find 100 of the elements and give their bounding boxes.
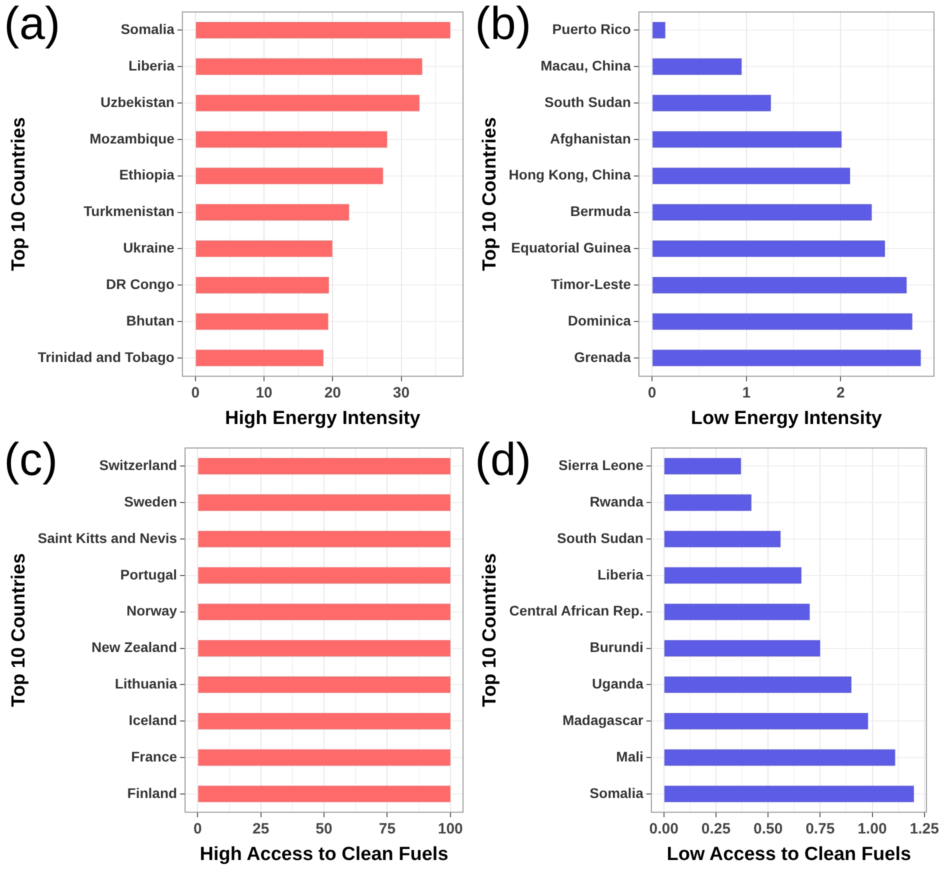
y-tick-label: Sweden xyxy=(124,493,178,510)
bar xyxy=(652,240,885,257)
bar xyxy=(196,58,422,75)
y-tick-label: New Zealand xyxy=(91,639,178,656)
bar xyxy=(652,313,912,330)
y-tick-label: Afghanistan xyxy=(550,130,631,146)
y-tick-label: Bhutan xyxy=(126,312,174,328)
y-tick-label: Madagascar xyxy=(562,712,644,728)
bar xyxy=(664,786,914,802)
bar xyxy=(664,604,810,620)
x-axis-title: Low Access to Clean Fuels xyxy=(666,844,912,865)
y-tick-label: Portugal xyxy=(120,566,178,582)
bar xyxy=(652,168,850,184)
bar xyxy=(664,530,781,548)
y-tick-label: Timor-Leste xyxy=(551,276,632,292)
bar xyxy=(664,676,852,693)
y-tick-label: Liberia xyxy=(597,566,644,582)
bar xyxy=(664,712,868,730)
chart-title: (a) xyxy=(4,0,60,49)
y-tick-label: Uzbekistan xyxy=(100,94,174,110)
y-tick-label: Turkmenistan xyxy=(84,203,174,220)
bar xyxy=(652,22,666,38)
y-axis-title: Top 10 Countries xyxy=(8,553,30,707)
y-tick-label: Bermuda xyxy=(570,203,632,220)
y-tick-label: Equatorial Guinea xyxy=(511,240,632,256)
x-tick-label: 2 xyxy=(836,384,845,402)
y-tick-label: Burundi xyxy=(590,639,644,656)
x-tick-label: 1 xyxy=(742,384,751,402)
y-tick-label: Trinidad and Tobago xyxy=(38,348,174,365)
y-tick-label: Grenada xyxy=(574,348,632,365)
bar xyxy=(196,22,450,38)
y-tick-label: Uganda xyxy=(592,676,644,692)
chart-title: (c) xyxy=(4,433,58,485)
y-tick-label: Ethiopia xyxy=(119,166,175,183)
y-tick-label: Somalia xyxy=(590,784,644,801)
y-tick-label: Sierra Leone xyxy=(558,457,644,474)
y-tick-label: Somalia xyxy=(120,21,175,38)
bar xyxy=(652,204,872,221)
x-tick-label: 0.00 xyxy=(649,820,678,838)
bar xyxy=(664,749,896,766)
x-tick-label: 10 xyxy=(256,384,272,402)
chart-title: (d) xyxy=(475,433,532,485)
x-tick-label: 50 xyxy=(316,820,332,838)
y-axis-title: Top 10 Countries xyxy=(8,117,30,271)
x-axis-title: High Energy Intensity xyxy=(225,408,421,429)
bar xyxy=(652,350,921,366)
y-tick-label: Saint Kitts and Nevis xyxy=(38,530,178,546)
bar xyxy=(196,313,328,330)
chart-title: (b) xyxy=(475,0,532,49)
x-tick-label: 0.25 xyxy=(701,820,731,838)
y-tick-label: Dominica xyxy=(568,312,632,328)
y-tick-label: Puerto Rico xyxy=(552,21,631,38)
y-tick-label: Central African Rep. xyxy=(509,602,644,619)
x-tick-label: 30 xyxy=(392,384,410,402)
bar xyxy=(196,240,332,257)
bar xyxy=(196,131,388,148)
y-tick-label: South Sudan xyxy=(557,530,644,546)
y-tick-label: Mozambique xyxy=(90,130,175,146)
y-tick-label: Mali xyxy=(616,748,644,764)
x-tick-label: 0.75 xyxy=(806,820,835,838)
x-tick-label: 0 xyxy=(191,384,200,402)
x-tick-label: 0 xyxy=(648,384,656,402)
x-axis-title: Low Energy Intensity xyxy=(690,408,882,429)
y-tick-label: Lithuania xyxy=(114,676,178,692)
x-axis-title: High Access to Clean Fuels xyxy=(200,844,448,865)
y-tick-label: Ukraine xyxy=(123,240,175,256)
y-tick-label: South Sudan xyxy=(544,94,631,110)
x-tick-label: 20 xyxy=(324,384,341,402)
bar xyxy=(652,131,842,148)
x-tick-label: 1.25 xyxy=(910,820,939,838)
bar xyxy=(664,494,752,511)
y-tick-label: Liberia xyxy=(128,57,175,74)
y-tick-label: Rwanda xyxy=(590,493,644,510)
bar xyxy=(196,350,324,366)
x-tick-label: 0.50 xyxy=(753,820,783,838)
y-axis-title: Top 10 Countries xyxy=(480,117,501,271)
x-tick-label: 75 xyxy=(378,820,396,838)
y-tick-label: Finland xyxy=(127,784,178,801)
y-axis-title: Top 10 Countries xyxy=(480,553,501,707)
bar xyxy=(652,94,771,112)
y-tick-label: Switzerland xyxy=(99,457,178,474)
x-tick-label: 100 xyxy=(438,820,463,838)
y-tick-label: France xyxy=(131,748,178,764)
x-tick-label: 1.00 xyxy=(858,820,887,838)
y-tick-label: Iceland xyxy=(128,712,178,728)
bar xyxy=(664,640,820,657)
bar xyxy=(196,168,384,184)
bar xyxy=(664,458,741,474)
y-tick-label: DR Congo xyxy=(106,276,174,292)
x-tick-label: 0 xyxy=(194,820,202,838)
y-tick-label: Norway xyxy=(126,602,178,619)
bar xyxy=(196,94,420,112)
x-tick-label: 25 xyxy=(252,820,270,838)
y-tick-label: Macau, China xyxy=(540,57,632,74)
bar xyxy=(196,204,350,221)
bar xyxy=(652,58,742,75)
y-tick-label: Hong Kong, China xyxy=(508,166,632,183)
bar xyxy=(652,276,907,294)
bar xyxy=(196,276,329,294)
bar xyxy=(664,567,802,584)
